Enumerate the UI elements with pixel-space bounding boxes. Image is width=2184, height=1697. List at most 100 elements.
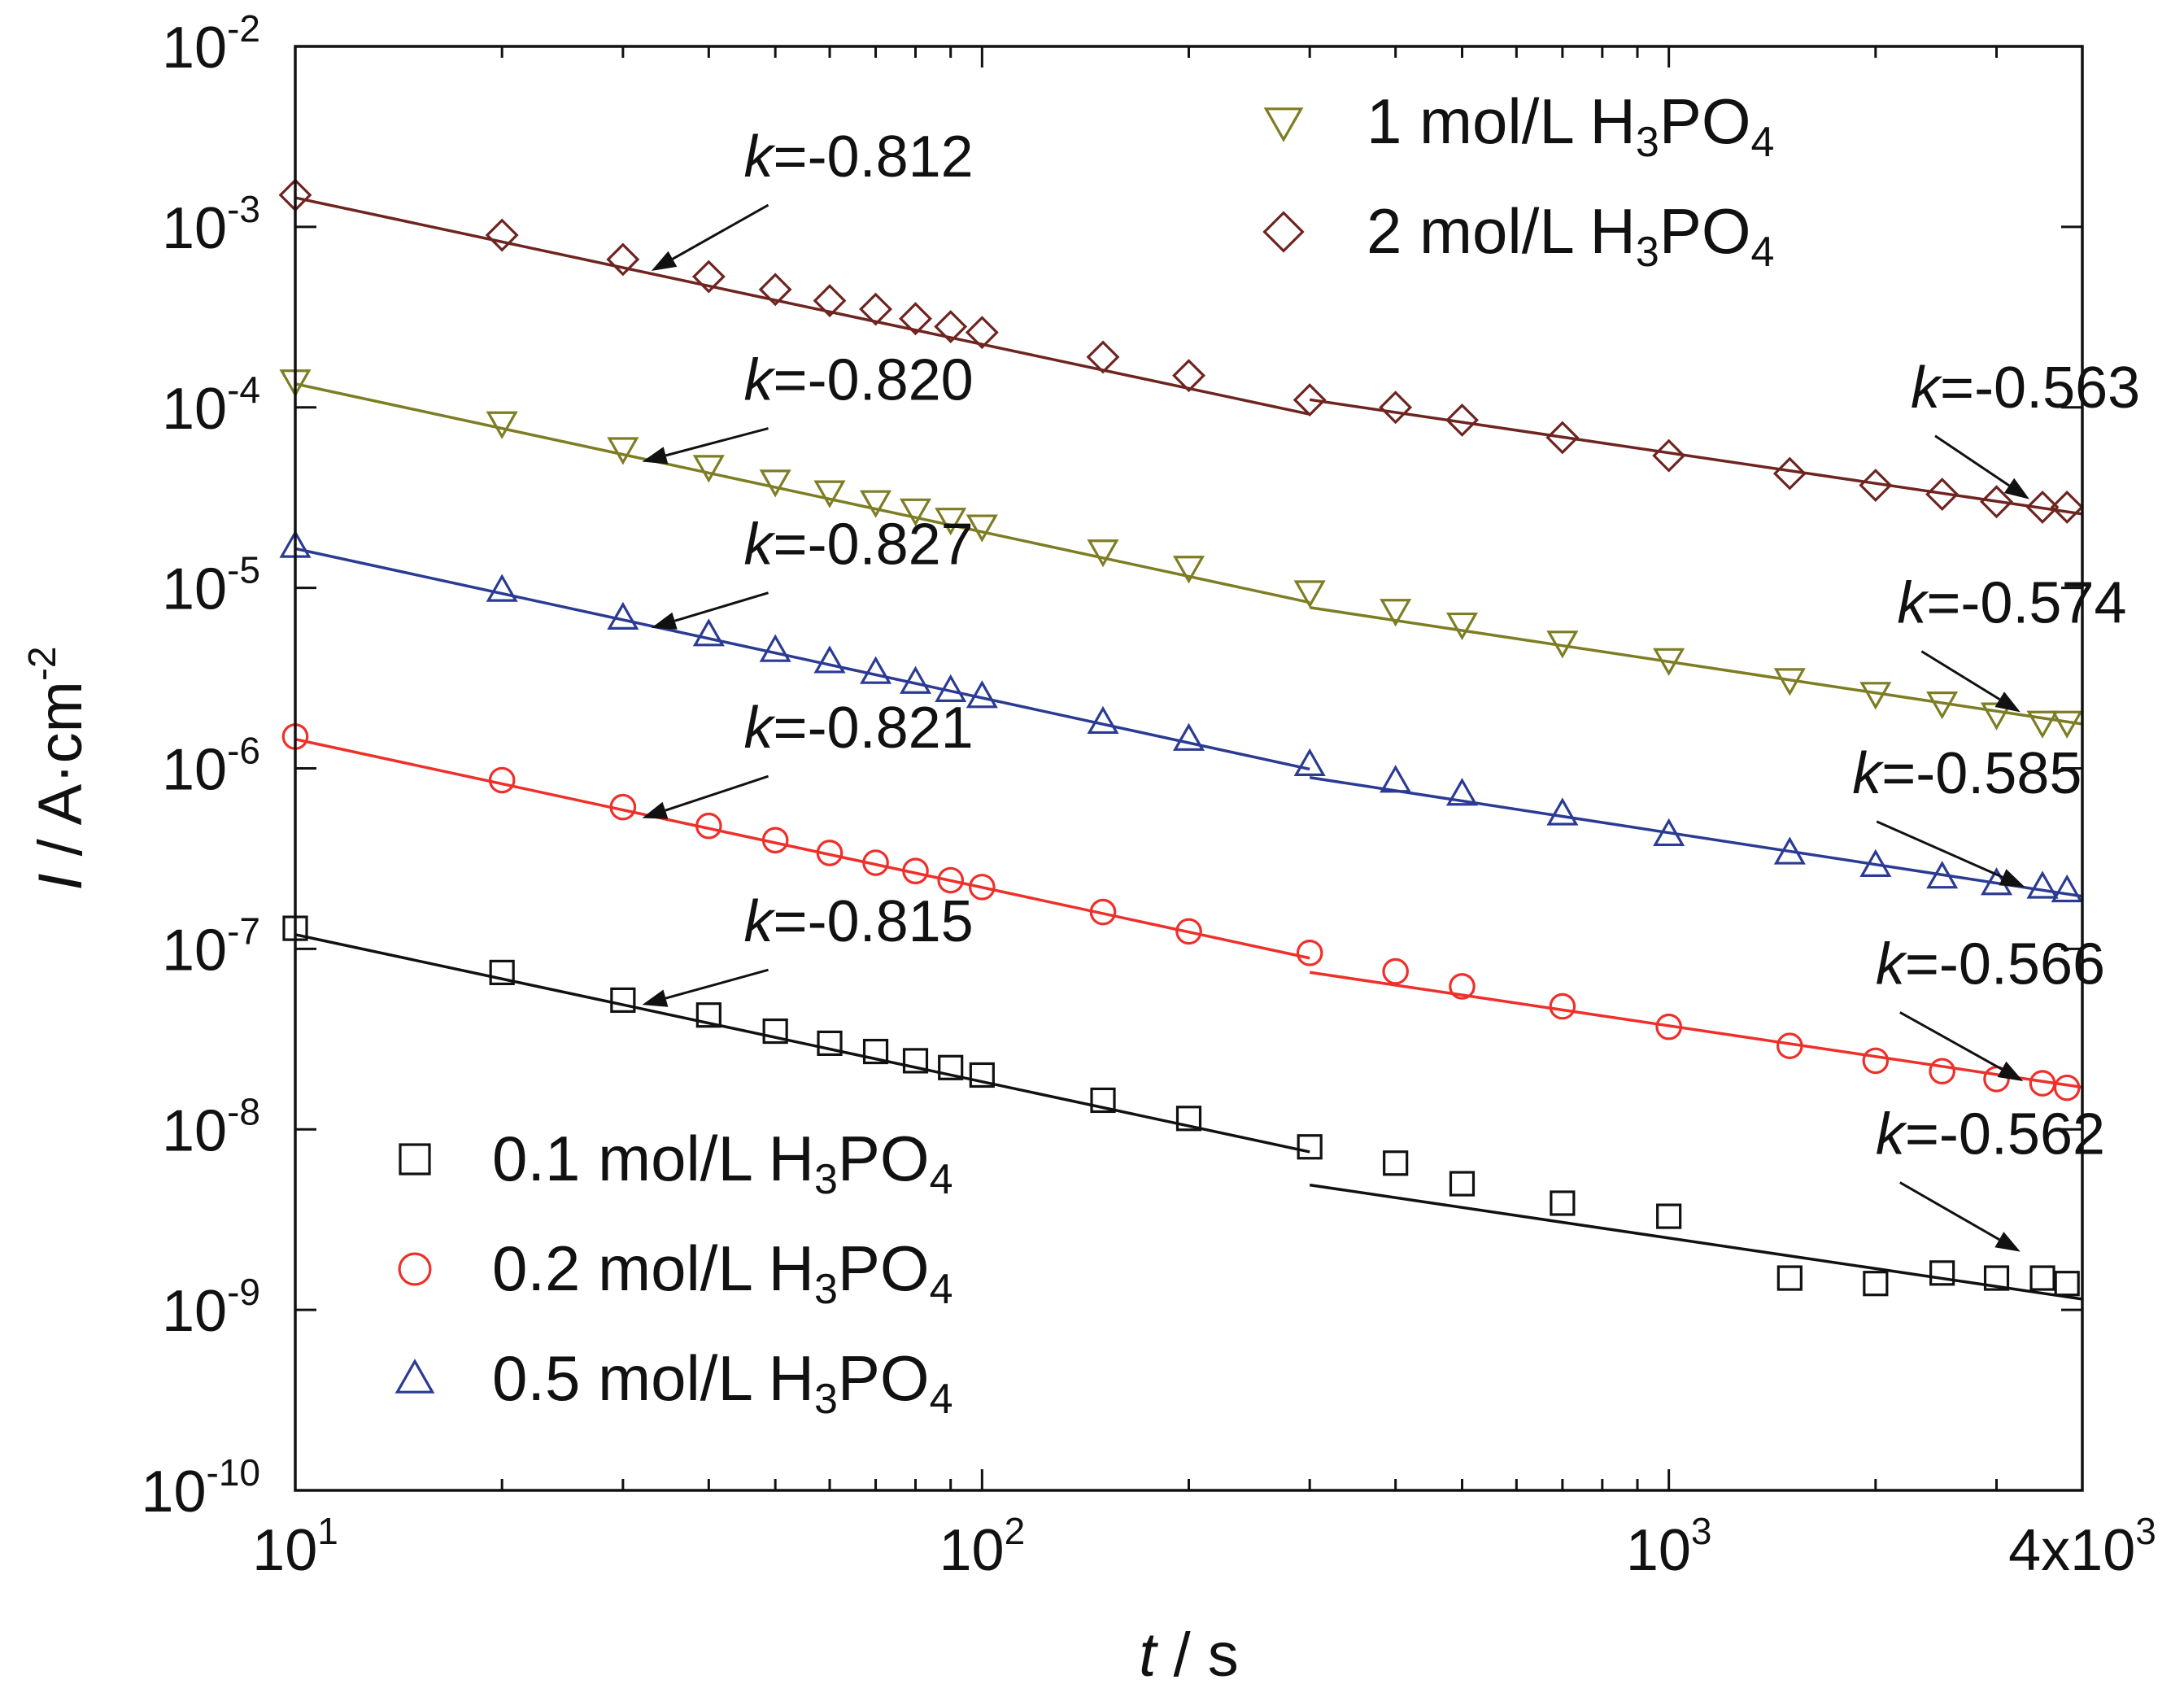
y-axis-title: I / A·cm-2 xyxy=(21,646,95,890)
data-point xyxy=(486,411,518,439)
legend-label-main: 2 mol/L H xyxy=(1367,195,1636,267)
data-point xyxy=(902,1048,929,1074)
data-point xyxy=(813,645,846,674)
fit-line-early xyxy=(294,382,1310,604)
y-tick-base: 10 xyxy=(141,1459,206,1525)
data-point xyxy=(607,601,639,630)
fit-line-early xyxy=(294,547,1310,771)
x-tick-base: 10 xyxy=(939,1518,1004,1583)
fit-line-early xyxy=(294,196,1310,416)
data-point xyxy=(2025,490,2060,524)
y-tick-label: 10-3 xyxy=(162,188,260,261)
x-tick-base: 10 xyxy=(252,1518,317,1583)
fit-line-late xyxy=(1309,1183,2083,1301)
data-point xyxy=(859,292,893,326)
data-point xyxy=(485,218,519,252)
data-point xyxy=(965,316,999,350)
k-annotation-0: k=-0.812 xyxy=(651,124,974,272)
annotation-label: k=-0.566 xyxy=(1876,931,2105,997)
annotation-k: k xyxy=(744,889,777,954)
annotation-k: k xyxy=(1852,741,1885,806)
data-point xyxy=(859,656,892,684)
series-3-points xyxy=(279,369,2083,739)
fit-group-3 xyxy=(294,382,2083,726)
annotation-arrowhead xyxy=(1994,691,2021,713)
data-point xyxy=(2051,710,2083,739)
y-tick-label: 10-2 xyxy=(162,7,260,81)
data-point xyxy=(935,508,967,536)
data-point xyxy=(2026,710,2059,739)
data-point xyxy=(934,310,968,343)
data-point xyxy=(899,302,932,336)
data-point xyxy=(1175,1106,1202,1132)
marker-circle xyxy=(398,1252,432,1286)
data-point xyxy=(1772,456,1807,491)
legend-label-sub: 3 xyxy=(814,1156,838,1203)
data-point xyxy=(1445,612,1479,641)
data-point xyxy=(1449,973,1476,1000)
data-point xyxy=(1380,765,1412,793)
data-point xyxy=(692,618,725,647)
fit-line-late xyxy=(1309,398,2083,516)
annotation-label: k=-0.562 xyxy=(1876,1102,2105,1167)
data-point xyxy=(1293,580,1326,609)
k-annotation-2: k=-0.827 xyxy=(651,513,974,630)
data-point xyxy=(935,674,967,702)
annotation-k: k xyxy=(1911,356,1943,421)
data-point xyxy=(1090,1087,1116,1114)
annotation-k: k xyxy=(744,696,777,761)
data-point xyxy=(1980,702,2013,731)
legend-label-sub: 3 xyxy=(1636,229,1659,276)
data-point xyxy=(607,437,639,465)
data-point xyxy=(759,469,791,498)
data-point xyxy=(1776,1265,1803,1291)
y-tick-base: 10 xyxy=(162,557,227,622)
data-point xyxy=(1296,940,1323,966)
legend-label: 2 mol/L H3PO4 xyxy=(1367,195,1774,276)
data-point xyxy=(862,1038,889,1065)
annotation-arrow-line xyxy=(672,203,769,260)
y-tick-label: 10-9 xyxy=(162,1271,260,1344)
annotation-label: k=-0.821 xyxy=(744,696,974,761)
data-point xyxy=(1087,705,1119,735)
data-point xyxy=(1926,861,1959,889)
data-point xyxy=(1449,1171,1476,1197)
data-point xyxy=(1172,722,1205,751)
data-point xyxy=(1445,403,1479,437)
legend-label-sub: 4 xyxy=(1751,229,1775,276)
annotation-arrow-line xyxy=(1876,820,2003,879)
data-point xyxy=(966,514,998,543)
data-point xyxy=(966,680,998,709)
x-tick-exp: 3 xyxy=(1691,1510,1712,1552)
y-tick-base: 10 xyxy=(162,196,227,261)
data-point xyxy=(488,766,516,794)
fit-lines-layer xyxy=(294,196,2083,1301)
y-tick-exp: -10 xyxy=(207,1451,260,1494)
x-tick-label: 103 xyxy=(1626,1510,1712,1583)
legend-label-sub: 3 xyxy=(814,1376,838,1423)
data-point xyxy=(1175,918,1202,945)
data-point xyxy=(813,480,846,508)
series-2-points xyxy=(279,530,2083,903)
annotation-arrow-line xyxy=(665,968,769,1000)
x-axis-title: t / s xyxy=(1139,1621,1238,1690)
fit-line-late xyxy=(1309,776,2083,898)
legend-item: 0.5 mol/L H3PO4 xyxy=(395,1342,953,1423)
y-tick-label: 10-5 xyxy=(162,549,260,622)
annotation-label: k=-0.820 xyxy=(744,348,974,413)
annotation-k: k xyxy=(1876,931,1908,997)
data-point xyxy=(1859,469,1893,503)
fit-group-4 xyxy=(294,196,2083,516)
k-annotation-6: k=-0.574 xyxy=(1897,571,2127,713)
marker-triangle-down xyxy=(1263,107,1304,142)
data-point xyxy=(2029,1265,2055,1291)
y-tick-exp: -3 xyxy=(227,188,260,230)
data-point xyxy=(817,1030,843,1056)
data-point xyxy=(1929,1260,1955,1286)
y-tick-label: 10-8 xyxy=(162,1090,260,1163)
annotation-label: k=-0.574 xyxy=(1897,571,2126,636)
annotation-arrowhead xyxy=(2003,478,2029,500)
